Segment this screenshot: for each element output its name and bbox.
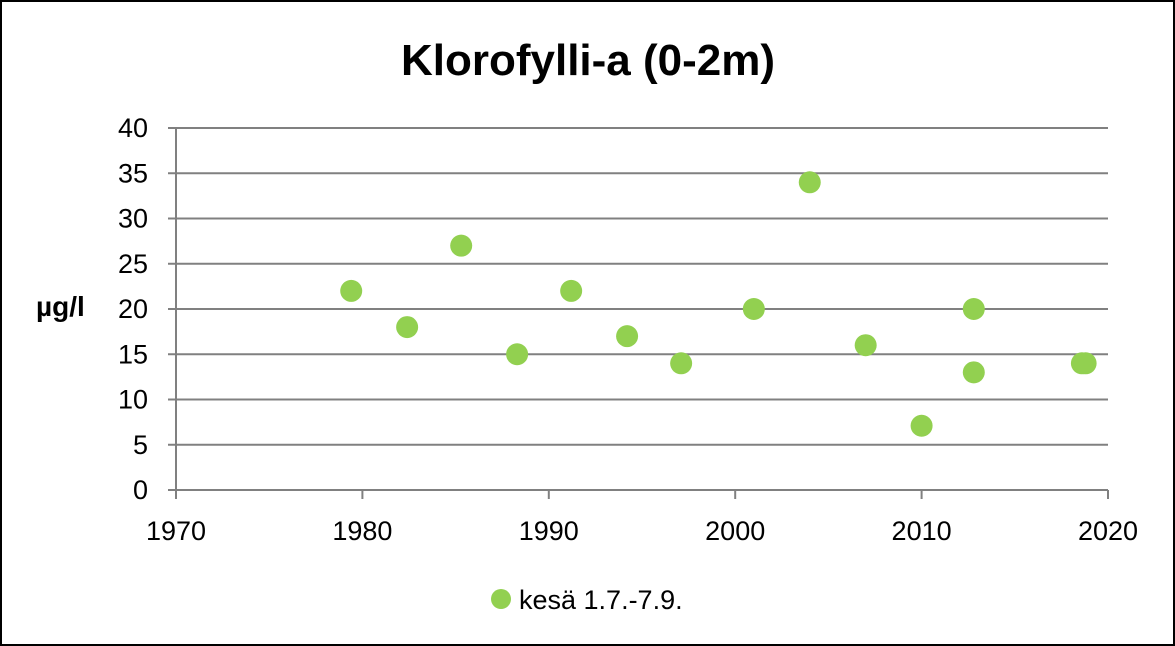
x-tick-label-1990: 1990	[519, 516, 579, 546]
axes	[168, 127, 1109, 499]
data-point-4	[506, 343, 529, 366]
y-tick-label-20: 20	[118, 294, 148, 324]
data-point-5	[560, 279, 583, 302]
data-point-3	[450, 234, 473, 257]
data-point-9	[798, 171, 821, 194]
y-tick-label-5: 5	[133, 430, 148, 460]
y-axis-label: µg/l	[36, 291, 85, 322]
data-point-8	[742, 298, 765, 320]
y-tick-labels: 0 5 10 15 20 25 30 35 40	[118, 113, 148, 505]
data-point-10	[854, 334, 877, 357]
y-tick-label-0: 0	[133, 475, 148, 505]
y-tick-label-25: 25	[118, 249, 148, 279]
y-tick-label-35: 35	[118, 158, 148, 188]
data-point-11	[910, 414, 933, 437]
data-point-6	[616, 325, 639, 348]
data-points	[340, 171, 1097, 437]
x-tick-label-2020: 2020	[1078, 516, 1138, 546]
x-tick-label-1970: 1970	[146, 516, 206, 546]
y-tick-label-15: 15	[118, 339, 148, 369]
data-point-15	[1074, 352, 1097, 375]
data-point-2	[396, 316, 419, 339]
gridlines	[176, 127, 1108, 446]
legend: kesä 1.7.-7.9.	[491, 585, 683, 615]
x-tick-label-2000: 2000	[705, 516, 765, 546]
data-point-12	[962, 298, 985, 320]
legend-marker	[491, 589, 511, 609]
y-tick-label-40: 40	[118, 113, 148, 143]
chart-title: Klorofylli-a (0-2m)	[401, 36, 775, 85]
x-tick-label-1980: 1980	[332, 516, 392, 546]
y-tick-label-10: 10	[118, 385, 148, 415]
data-point-1	[340, 279, 363, 302]
legend-label: kesä 1.7.-7.9.	[519, 585, 683, 615]
y-tick-label-30: 30	[118, 204, 148, 234]
data-point-7	[670, 352, 693, 375]
x-tick-labels: 1970 1980 1990 2000 2010 2020	[146, 516, 1138, 546]
data-point-13	[962, 361, 985, 384]
x-tick-label-2010: 2010	[892, 516, 952, 546]
